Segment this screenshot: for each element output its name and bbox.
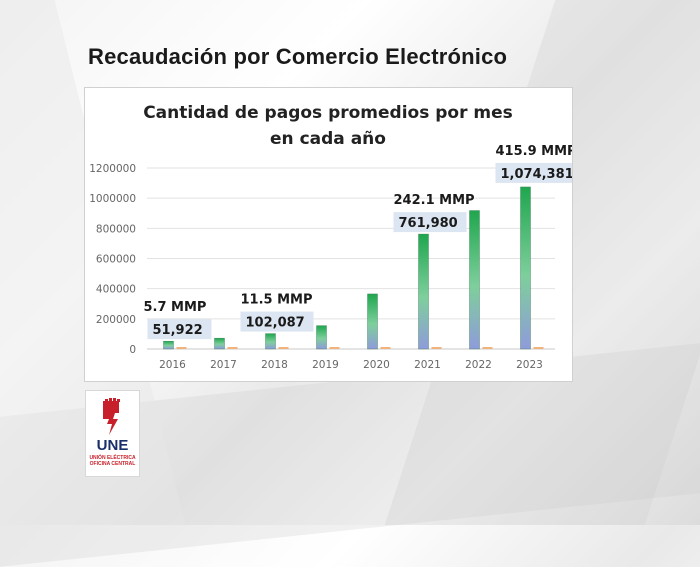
x-tick-label: 2022: [465, 359, 492, 371]
y-tick-label: 400000: [96, 284, 136, 296]
chart-title: en cada año: [270, 129, 386, 149]
bar-secondary: [482, 347, 493, 349]
bar-secondary: [431, 347, 442, 349]
logo-subtitle: OFICINA CENTRAL: [89, 461, 136, 467]
y-tick-label: 800000: [96, 223, 136, 235]
bar-secondary: [176, 347, 187, 349]
data-label-amount: 242.1 MMP: [394, 193, 475, 208]
data-label-box: [393, 212, 467, 233]
logo-brand: UNE: [96, 437, 129, 454]
bar-secondary: [380, 347, 391, 349]
x-tick-label: 2017: [210, 359, 237, 371]
x-tick-label: 2023: [516, 359, 543, 371]
data-label-box: [147, 319, 212, 340]
bar-secondary: [227, 347, 238, 349]
y-tick-label: 1000000: [89, 193, 136, 205]
data-label-value: 102,087: [246, 316, 305, 331]
y-tick-label: 200000: [96, 314, 136, 326]
x-tick-label: 2018: [261, 359, 288, 371]
bar: [163, 340, 174, 350]
logo-subtitle: UNIÓN ELÉCTRICA: [89, 455, 136, 461]
data-label-value: 51,922: [153, 323, 203, 338]
data-label-amount: 5.7 MMP: [144, 300, 207, 315]
bar-chart: Cantidad de pagos promedios por mes en ca…: [89, 103, 573, 371]
bar: [469, 210, 480, 350]
y-tick-label: 1200000: [89, 163, 136, 175]
chart-panel: Cantidad de pagos promedios por mes en ca…: [84, 87, 573, 382]
bar-secondary: [329, 347, 340, 349]
chart-title: Cantidad de pagos promedios por mes: [143, 103, 513, 123]
data-label-box: [240, 311, 314, 332]
bar: [520, 186, 531, 350]
data-label-amount: 415.9 MMP: [496, 144, 573, 159]
slide-title: Recaudación por Comercio Electrónico: [88, 44, 508, 69]
data-label-box: [495, 162, 572, 183]
data-label-amount: 11.5 MMP: [241, 293, 313, 308]
bar: [265, 333, 276, 350]
bar: [418, 233, 429, 350]
bar-secondary: [533, 347, 544, 349]
x-tick-label: 2020: [363, 359, 390, 371]
bar: [316, 325, 327, 350]
raised-fist-icon: [103, 398, 120, 435]
x-tick-label: 2016: [159, 359, 186, 371]
y-tick-label: 600000: [96, 254, 136, 266]
une-logo: UNE UNIÓN ELÉCTRICA OFICINA CENTRAL: [85, 390, 140, 477]
x-tick-label: 2019: [312, 359, 339, 371]
bar: [367, 293, 378, 350]
bar: [214, 337, 225, 350]
y-tick-label: 0: [129, 344, 136, 356]
data-label-value: 761,980: [399, 216, 458, 231]
bar-secondary: [278, 347, 289, 349]
data-label-value: 1,074,381: [501, 167, 573, 182]
x-tick-label: 2021: [414, 359, 441, 371]
